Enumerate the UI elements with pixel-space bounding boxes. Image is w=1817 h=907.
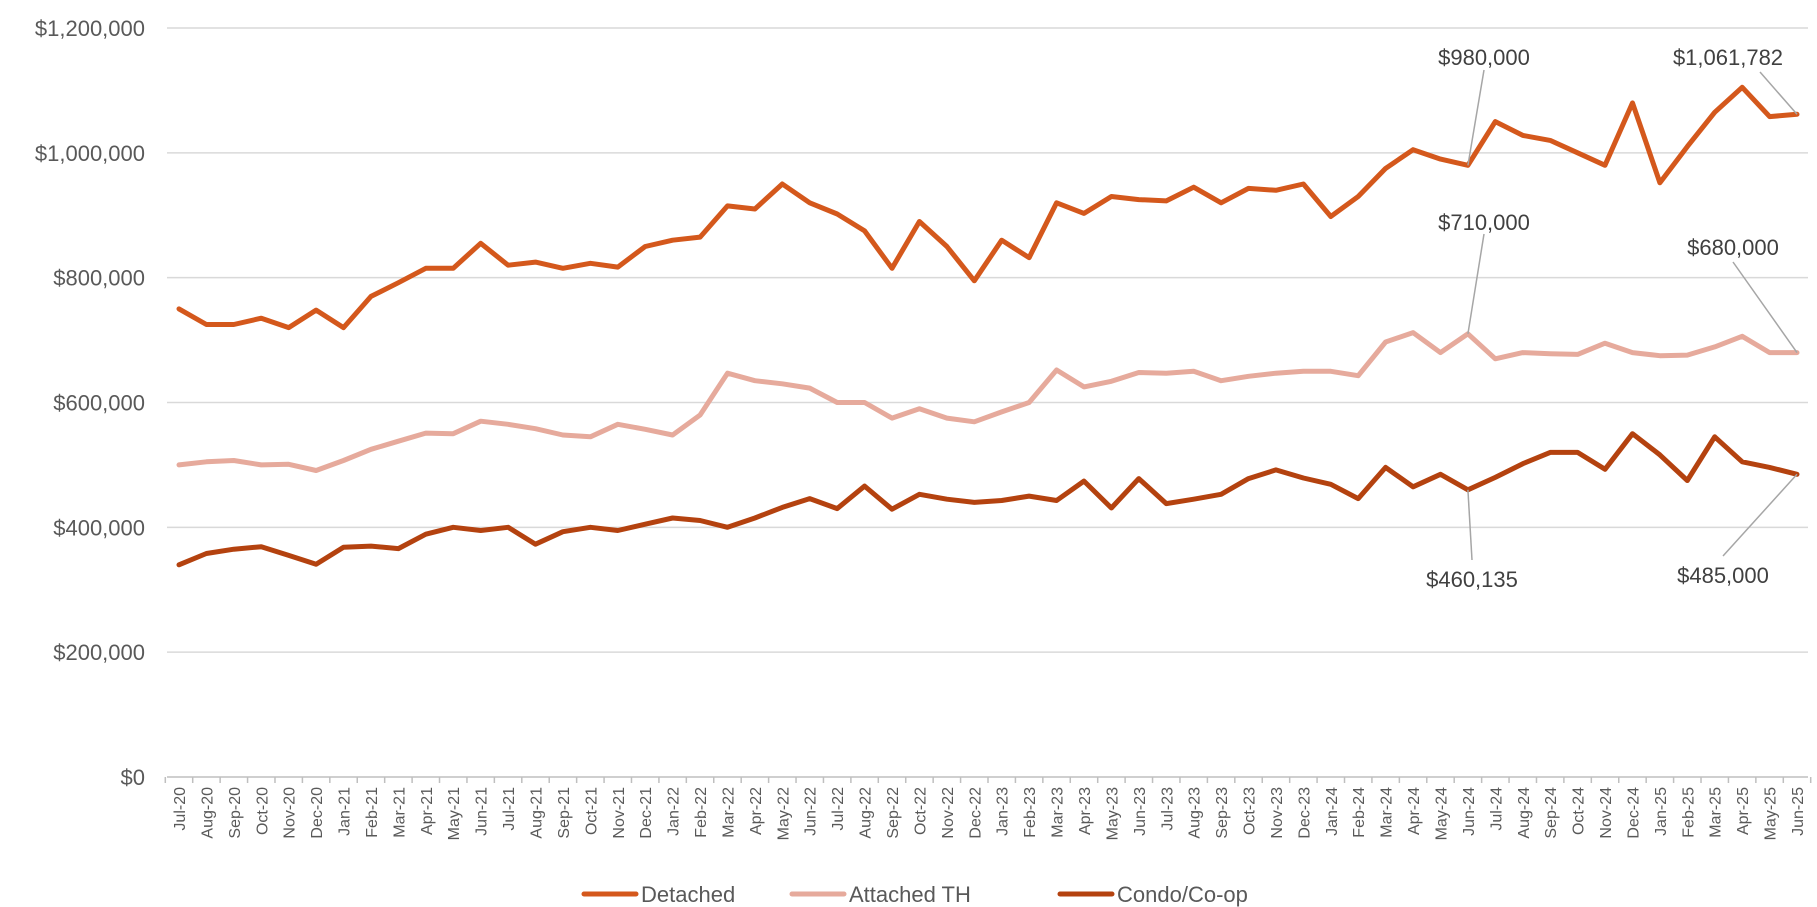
x-tick-label: May-22 [775,787,792,840]
x-tick-label: May-21 [446,787,463,840]
x-tick-label: Oct-24 [1571,787,1588,835]
x-tick-label: Sep-23 [1214,787,1231,839]
x-tick-label: Apr-21 [419,787,436,835]
x-tick-label: Mar-24 [1379,787,1396,838]
series-lines [176,84,1800,568]
y-tick-label: $400,000 [53,515,145,540]
annotation-label: $460,135 [1426,567,1518,592]
x-tick-label: Jan-23 [995,787,1012,836]
annotation-label: $680,000 [1687,235,1779,260]
x-tick-label: Sep-24 [1543,787,1560,839]
gridlines [167,27,1808,778]
annotation-leader-line [1467,489,1473,561]
series-line-detached [176,84,1800,331]
annotation-label: $1,061,782 [1673,45,1783,70]
annotation-label: $980,000 [1438,45,1530,70]
x-tick-label: Apr-22 [748,787,765,835]
y-tick-label: $600,000 [53,391,145,416]
x-tick-label: Jun-21 [474,787,491,836]
x-tick-label: Dec-21 [638,787,655,839]
x-tick-label: Apr-25 [1735,787,1752,835]
x-tick-label: Feb-21 [364,787,381,838]
x-tick-label: Apr-23 [1077,787,1094,835]
annotation-label: $710,000 [1438,210,1530,235]
y-tick-label: $1,000,000 [35,141,145,166]
x-tick-label: Feb-22 [693,787,710,838]
legend-label: Detached [641,882,735,907]
x-tick-label: Aug-20 [199,787,216,839]
x-tick-label: Jul-23 [1159,787,1176,831]
x-tick-label: Nov-22 [940,787,957,839]
x-tick-label: Aug-21 [529,787,546,839]
x-tick-label: Nov-21 [611,787,628,839]
x-tick-label: Aug-24 [1516,787,1533,839]
y-tick-label: $200,000 [53,640,145,665]
x-tick-label: Jan-22 [666,787,683,836]
annotation-leader-line [1467,69,1485,166]
x-tick-label: Aug-22 [858,787,875,839]
x-tick-label: Nov-23 [1269,787,1286,839]
x-tick-label: Oct-23 [1242,787,1259,835]
x-tick-label: Oct-20 [254,787,271,835]
annotation-leader-line [1722,473,1798,557]
annotation-label: $485,000 [1677,563,1769,588]
x-tick-label: Mar-23 [1050,787,1067,838]
x-tick-label: Aug-23 [1187,787,1204,839]
legend-label: Condo/Co-op [1117,882,1248,907]
x-tick-label: Jan-25 [1653,787,1670,836]
x-tick-label: Sep-21 [556,787,573,839]
x-tick-label: May-25 [1763,787,1780,840]
x-tick-label: Jun-24 [1461,787,1478,836]
x-tick-label: May-24 [1433,787,1450,840]
x-tick-label: Jul-21 [501,787,518,831]
x-tick-label: Nov-20 [282,787,299,839]
annotation-leader-line [1732,261,1798,353]
x-tick-label: Apr-24 [1406,787,1423,835]
series-line-condo-co-op [176,431,1800,568]
x-tick-label: Jul-22 [830,787,847,831]
x-tick-label: Oct-22 [912,787,929,835]
x-tick-label: Jul-20 [172,787,189,831]
x-tick-label: Jun-22 [803,787,820,836]
x-tick-label: Oct-21 [583,787,600,835]
x-tick-label: Dec-23 [1296,787,1313,839]
x-tick-label: Jun-23 [1132,787,1149,836]
legend: Detached Attached TH Condo/Co-op [581,882,1248,907]
x-tick-label: Dec-20 [309,787,326,839]
x-tick-label: Mar-21 [391,787,408,838]
x-tick-label: Dec-24 [1625,787,1642,839]
y-tick-label: $800,000 [53,266,145,291]
x-tick-label: Jan-21 [337,787,354,836]
x-tick-label: Sep-22 [885,787,902,839]
x-tick-label: Feb-25 [1680,787,1697,838]
annotation-leader-line [1467,233,1485,334]
x-tick-label: Mar-25 [1708,787,1725,838]
legend-label: Attached TH [849,882,971,907]
annotations: $980,000 $1,061,782 $710,000 $680,000 $460,1… [1426,45,1798,592]
x-tick-label: Jan-24 [1324,787,1341,836]
x-tick-label: Feb-23 [1022,787,1039,838]
y-tick-label: $0 [121,765,145,790]
x-tick-label: Feb-24 [1351,787,1368,838]
x-tick-label: Sep-20 [227,787,244,839]
y-tick-label: $1,200,000 [35,16,145,41]
x-tick-label: Dec-22 [967,787,984,839]
x-tick-label: Nov-24 [1598,787,1615,839]
x-axis-ticks: Jul-20 Aug-20 Sep-20 Oct-20 Nov-20 Dec-20 Jan-… [164,777,1812,840]
annotation-leader-line [1759,71,1798,115]
y-axis-ticks: $0 $200,000 $400,000 $600,000 $800,000 $1,000… [35,16,145,790]
x-tick-label: Jun-25 [1790,787,1807,836]
x-tick-label: Mar-22 [720,787,737,838]
x-tick-label: Jul-24 [1488,787,1505,831]
x-tick-label: May-23 [1104,787,1121,840]
series-line-attached-th [176,330,1800,473]
